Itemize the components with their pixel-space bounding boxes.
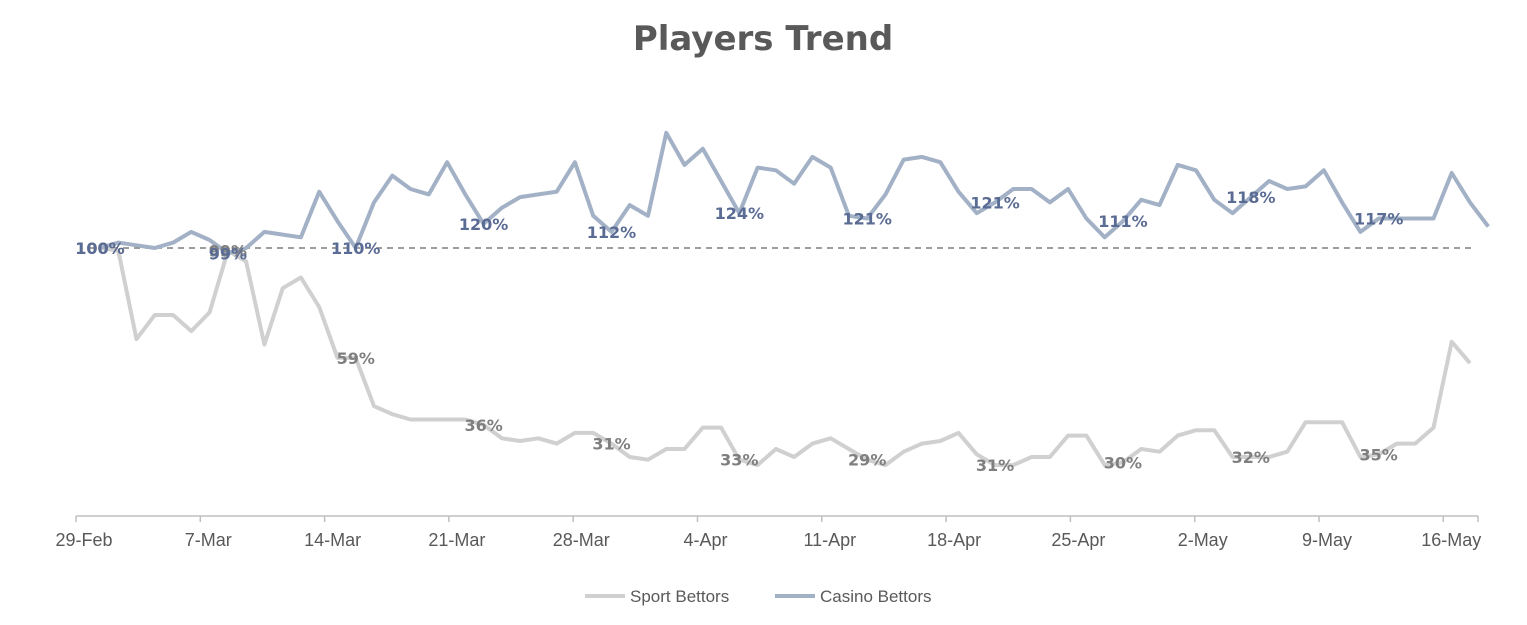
sport-data-label: 30% (1104, 453, 1142, 472)
sport-data-label: 32% (1232, 448, 1270, 467)
x-tick-label: 14-Mar (304, 530, 361, 550)
sport-data-label: 31% (592, 435, 630, 454)
sport-data-label: 36% (464, 416, 502, 435)
casino-data-label: 100% (75, 239, 124, 258)
legend-label-sport: Sport Bettors (630, 587, 729, 606)
chart-title: Players Trend (633, 19, 893, 59)
casino-data-label: 121% (970, 193, 1019, 212)
sport-bettors-line (99, 246, 1472, 468)
x-tick-label: 18-Apr (927, 530, 981, 550)
x-tick-label: 29-Feb (55, 530, 112, 550)
casino-data-label: 118% (1226, 188, 1275, 207)
x-tick-label: 4-Apr (683, 530, 727, 550)
sport-data-label: 99% (209, 242, 247, 261)
sport-data-label: 65% (1487, 0, 1525, 4)
casino-data-label: 111% (1098, 212, 1147, 231)
x-tick-label: 25-Apr (1051, 530, 1105, 550)
casino-bettors-line (99, 130, 1490, 256)
casino-data-label: 110% (331, 239, 380, 258)
casino-data-label: 117% (1354, 210, 1403, 229)
casino-data-label: 124% (715, 204, 764, 223)
sport-data-label: 29% (848, 451, 886, 470)
casino-data-label: 121% (842, 210, 891, 229)
sport-data-label: 31% (976, 456, 1014, 475)
casino-data-label: 120% (459, 215, 508, 234)
casino-data-label: 117% (1482, 0, 1527, 4)
casino-data-label: 112% (587, 223, 636, 242)
x-tick-label: 2-May (1178, 530, 1228, 550)
sport-data-label: 33% (720, 451, 758, 470)
x-tick-label: 21-Mar (428, 530, 485, 550)
sport-data-label: 35% (1360, 445, 1398, 464)
x-tick-label: 16-May (1421, 530, 1481, 550)
sport-data-label: 59% (337, 349, 375, 368)
x-tick-label: 11-Apr (803, 530, 856, 550)
x-tick-label: 7-Mar (185, 530, 232, 550)
casino-data-label: 99% (209, 244, 247, 263)
x-tick-label: 9-May (1302, 530, 1352, 550)
legend: Sport Bettors Casino Bettors (585, 587, 932, 606)
plot-area: 29-Feb 7-Mar 14-Mar 21-Mar 28-Mar 4-Apr 11-Apr… (55, 0, 1527, 550)
sport-data-label: 100% (75, 239, 124, 258)
legend-label-casino: Casino Bettors (820, 587, 932, 606)
x-tick-label: 28-Mar (553, 530, 610, 550)
